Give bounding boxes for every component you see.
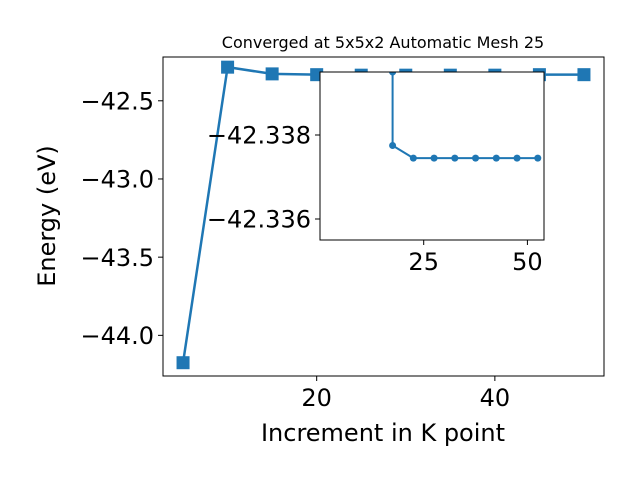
inset-series-group <box>389 72 542 162</box>
main-y-tick-label: −44.0 <box>80 322 154 350</box>
main-y-tick-label: −43.0 <box>80 166 154 194</box>
main-frame <box>162 56 605 377</box>
inset-data-point <box>472 154 480 162</box>
main-y-tick-label: −43.5 <box>80 244 154 272</box>
main-data-point <box>176 356 190 370</box>
inset-data-point <box>534 154 542 162</box>
main-data-point <box>221 60 235 74</box>
inset-y-tick-label: −42.338 <box>207 122 311 150</box>
main-data-point <box>265 67 279 81</box>
x-axis-label: Increment in K point <box>261 419 505 447</box>
y-axis-label: Energy (eV) <box>33 145 61 287</box>
inset-frame <box>319 71 545 241</box>
main-x-tick-label: 40 <box>480 384 511 412</box>
inset-data-point <box>389 72 397 76</box>
main-y-tick-label: −42.5 <box>80 87 154 115</box>
inset-plot-area: 25 50 −42.338 −42.336 <box>207 71 545 276</box>
inset-data-point <box>451 154 459 162</box>
inset-y-tick-label: −42.336 <box>207 206 311 234</box>
inset-data-point <box>513 154 521 162</box>
main-x-tick-label: 20 <box>301 384 332 412</box>
main-data-point <box>577 68 591 82</box>
inset-data-point <box>389 142 397 149</box>
chart-title: Converged at 5x5x2 Automatic Mesh 25 <box>222 33 544 52</box>
inset-data-point <box>492 154 500 162</box>
inset-data-point <box>430 154 438 162</box>
inset-data-point <box>409 154 417 162</box>
inset-x-tick-label: 50 <box>512 248 543 276</box>
inset-x-tick-label: 25 <box>408 248 439 276</box>
